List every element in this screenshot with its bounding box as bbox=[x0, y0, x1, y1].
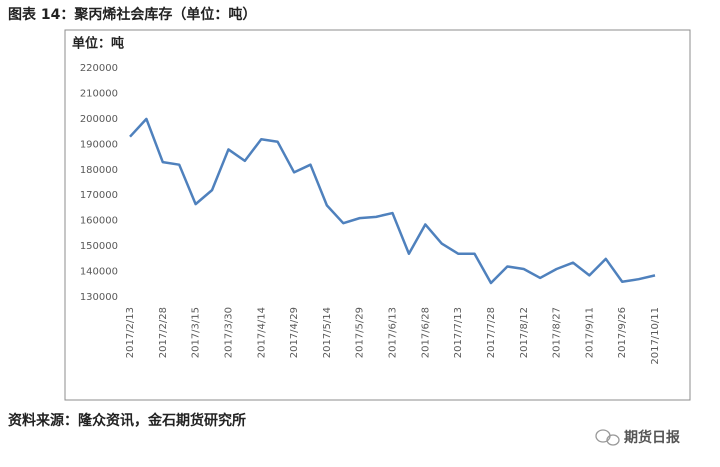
x-tick-label: 2017/8/12 bbox=[519, 307, 530, 358]
source-note: 资料来源：隆众资讯，金石期货研究所 bbox=[8, 412, 246, 429]
x-tick-label: 2017/10/11 bbox=[650, 307, 661, 365]
y-tick-label: 170000 bbox=[80, 190, 118, 201]
y-tick-label: 130000 bbox=[80, 292, 118, 303]
y-tick-label: 220000 bbox=[80, 63, 118, 74]
x-tick-label: 2017/6/28 bbox=[420, 307, 431, 358]
y-tick-label: 190000 bbox=[80, 139, 118, 150]
x-tick-label: 2017/2/28 bbox=[158, 307, 169, 358]
x-tick-label: 2017/9/11 bbox=[584, 307, 595, 358]
x-tick-label: 2017/7/13 bbox=[453, 307, 464, 358]
x-tick-label: 2017/6/13 bbox=[388, 307, 399, 358]
x-tick-label: 2017/2/13 bbox=[125, 307, 136, 358]
x-tick-label: 2017/5/29 bbox=[355, 307, 366, 358]
x-tick-label: 2017/7/28 bbox=[486, 307, 497, 358]
y-tick-label: 150000 bbox=[80, 241, 118, 252]
chart-frame bbox=[64, 29, 691, 401]
data-line bbox=[129, 117, 656, 285]
watermark: 期货日报 bbox=[624, 429, 680, 446]
y-tick-label: 210000 bbox=[80, 88, 118, 99]
x-tick-label: 2017/9/26 bbox=[617, 307, 628, 358]
x-tick-label: 2017/4/14 bbox=[256, 307, 267, 358]
x-tick-label: 2017/4/29 bbox=[289, 307, 300, 358]
y-tick-label: 200000 bbox=[80, 114, 118, 125]
watermark-icon bbox=[595, 429, 620, 446]
x-tick-label: 2017/3/15 bbox=[191, 307, 202, 358]
y-axis-unit: 单位：吨 bbox=[72, 36, 124, 52]
x-tick-label: 2017/3/30 bbox=[223, 307, 234, 358]
y-tick-label: 160000 bbox=[80, 216, 118, 227]
x-tick-label: 2017/8/27 bbox=[552, 307, 563, 358]
x-tick-label: 2017/5/14 bbox=[322, 307, 333, 358]
y-tick-label: 180000 bbox=[80, 165, 118, 176]
y-tick-label: 140000 bbox=[80, 267, 118, 278]
figure-caption: 图表 14：聚丙烯社会库存（单位：吨） bbox=[8, 6, 256, 23]
